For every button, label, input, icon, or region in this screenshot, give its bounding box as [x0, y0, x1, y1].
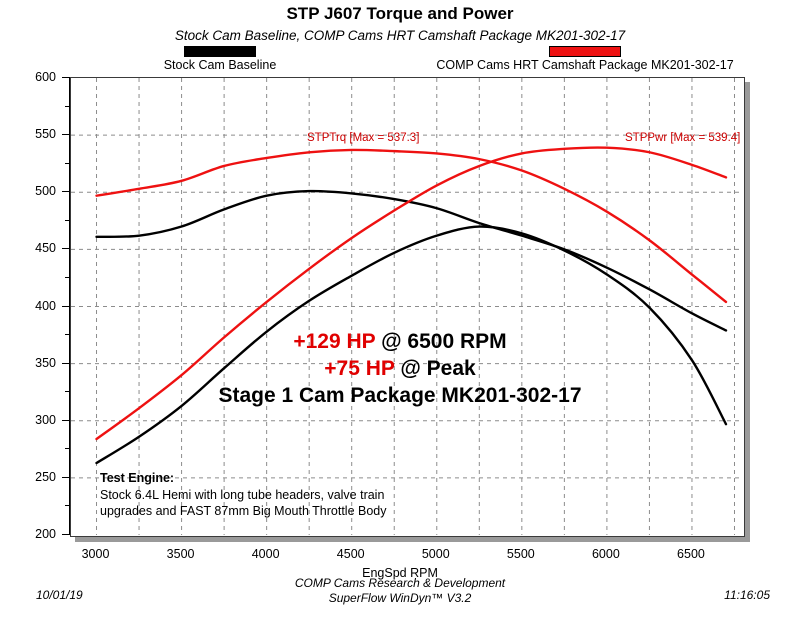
curve-stock-cam-baseline-power: [95, 225, 728, 465]
y-tick-450: [62, 248, 70, 250]
callout-line-2-gain: +75 HP: [324, 357, 395, 380]
y-tick-label-400: 400: [35, 298, 56, 313]
y-tick-label-250: 250: [35, 469, 56, 484]
curve-comp-cams-hrt-power: [95, 146, 728, 441]
callout-line-1-rpm: @ 6500 RPM: [375, 330, 507, 353]
y-tick-550: [62, 134, 70, 136]
x-axis: EngSpd RPM 3000 3500 4000 4500 5000 5500 6000 6…: [0, 538, 800, 580]
footer-time: 11:16:05: [724, 588, 770, 602]
y-tick-minor-375: [65, 334, 70, 336]
y-tick-250: [62, 476, 70, 478]
callout-line-2: +75 HP @ Peak: [0, 357, 800, 381]
callout-block: +129 HP @ 6500 RPM +75 HP @ Peak Stage 1…: [0, 330, 800, 408]
chart-title: STP J607 Torque and Power: [286, 4, 514, 23]
test-engine-header: Test Engine:: [100, 471, 175, 485]
y-tick-minor-325: [65, 391, 70, 393]
plot-gridlines: [71, 78, 743, 535]
x-tick-label-6000: 6000: [591, 547, 620, 561]
curve-stock-cam-baseline-torque: [95, 189, 728, 332]
y-axis: 200 250 300 350 400 450 500 550 600: [0, 70, 70, 541]
y-tick-600: [62, 77, 70, 78]
x-tick-label-5500: 5500: [506, 547, 535, 561]
footer-center: COMP Cams Research & Development SuperFl…: [0, 576, 800, 606]
test-engine-line-1: Stock 6.4L Hemi with long tube headers, …: [100, 487, 385, 502]
y-tick-minor-275: [65, 448, 70, 450]
test-engine-line-2: upgrades and FAST 87mm Big Mouth Throttl…: [100, 504, 387, 518]
test-engine-block: Test Engine: Stock 6.4L Hemi with long t…: [100, 470, 387, 520]
legend-swatch-baseline: [184, 46, 256, 57]
chart-legend: Stock Cam Baseline COMP Cams HRT Camshaf…: [0, 46, 800, 76]
legend-item-baseline: Stock Cam Baseline: [110, 46, 330, 72]
x-tick-label-4000: 4000: [251, 547, 280, 561]
x-tick-label-3500: 3500: [166, 547, 195, 561]
y-tick-350: [62, 362, 70, 364]
callout-line-1-gain: +129 HP: [293, 330, 376, 353]
plot-area: [70, 77, 745, 537]
callout-line-1: +129 HP @ 6500 RPM: [0, 330, 800, 354]
annotation-power-max: STPPwr [Max = 539.4]: [625, 132, 741, 144]
y-tick-minor-575: [65, 105, 70, 107]
callout-line-3: Stage 1 Cam Package MK201-302-17: [218, 384, 582, 407]
y-tick-400: [62, 305, 70, 307]
x-tick-label-5000: 5000: [421, 547, 450, 561]
annotation-torque-max: STPTrq [Max = 537.3]: [307, 132, 420, 144]
footer-date: 10/01/19: [36, 588, 83, 602]
y-tick-minor-425: [65, 276, 70, 278]
y-tick-label-200: 200: [35, 527, 56, 541]
chart-subtitle: Stock Cam Baseline, COMP Cams HRT Camsha…: [174, 28, 626, 43]
y-axis-spine: [68, 77, 70, 534]
x-axis-title: EngSpd RPM: [362, 566, 438, 580]
footer: 10/01/19 COMP Cams Research & Developmen…: [0, 572, 800, 618]
y-tick-minor-475: [65, 219, 70, 221]
x-tick-label-3000: 3000: [81, 547, 110, 561]
y-tick-200: [62, 534, 70, 535]
plot-curves: [95, 146, 728, 465]
x-tick-label-6500: 6500: [677, 547, 705, 561]
callout-line-2-peak: @ Peak: [394, 357, 476, 380]
y-tick-label-500: 500: [35, 184, 56, 199]
footer-org: COMP Cams Research & Development: [294, 576, 506, 590]
y-tick-label-600: 600: [35, 70, 56, 84]
legend-swatch-comp-cams: [549, 46, 621, 57]
legend-label-baseline: Stock Cam Baseline: [163, 58, 277, 72]
legend-label-comp-cams: COMP Cams HRT Camshaft Package MK201-302…: [436, 58, 734, 72]
y-tick-label-300: 300: [35, 412, 56, 427]
y-tick-label-550: 550: [35, 127, 56, 142]
y-tick-label-450: 450: [35, 241, 56, 256]
x-tick-label-4500: 4500: [336, 547, 365, 561]
y-tick-300: [62, 419, 70, 421]
curve-comp-cams-hrt-torque: [95, 148, 728, 304]
y-tick-500: [62, 191, 70, 193]
y-tick-minor-225: [65, 505, 70, 507]
y-tick-label-350: 350: [35, 355, 56, 370]
footer-software: SuperFlow WinDyn™ V3.2: [328, 591, 472, 605]
legend-item-comp-cams: COMP Cams HRT Camshaft Package MK201-302…: [370, 46, 800, 72]
y-tick-minor-525: [65, 162, 70, 164]
